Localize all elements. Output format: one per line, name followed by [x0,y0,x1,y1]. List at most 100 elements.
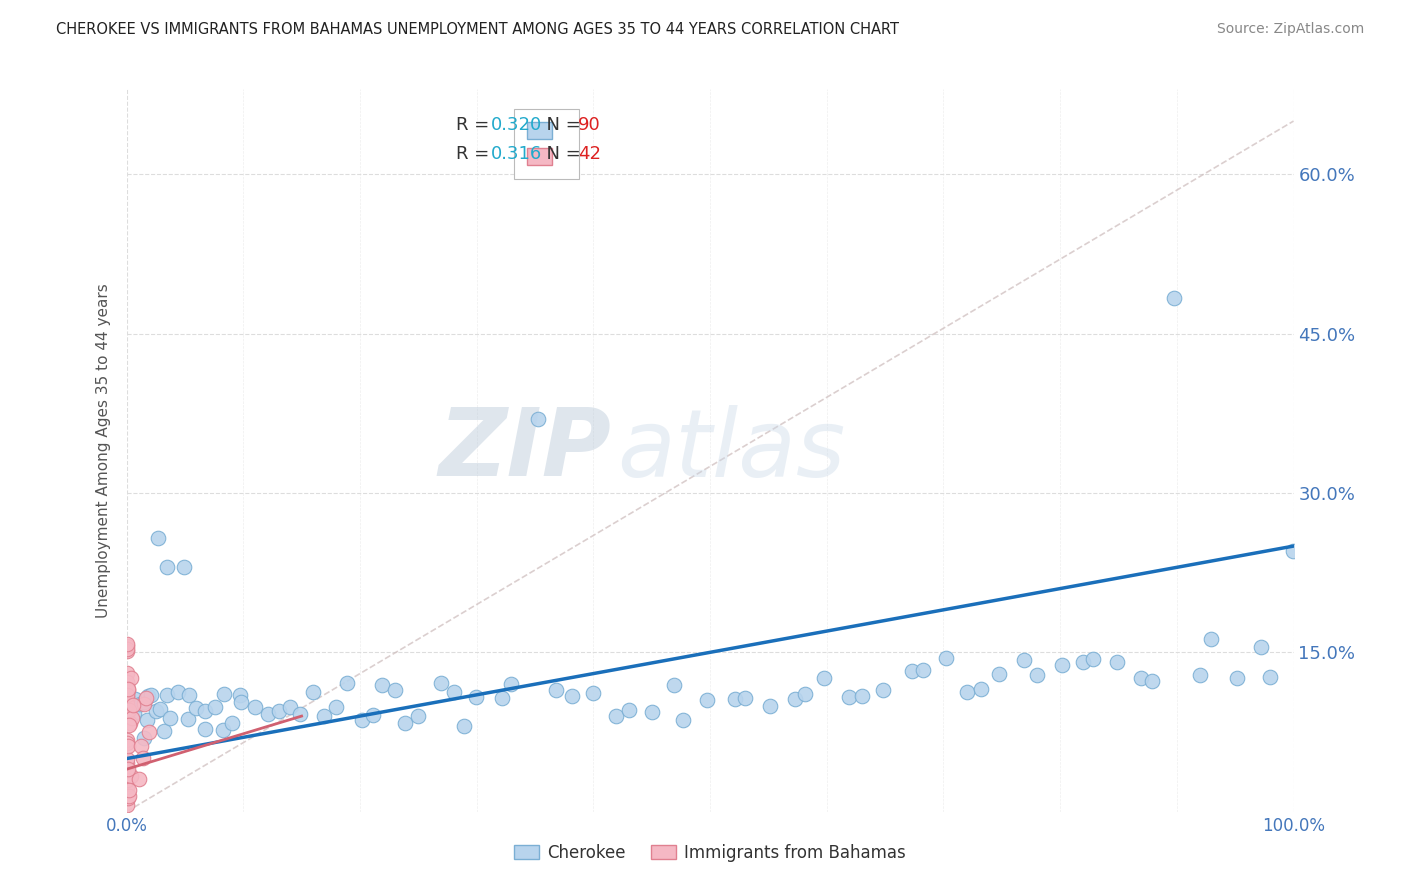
Point [124,691,146,706]
Point [1025,668,1047,682]
Point [115,688,138,702]
Point [813,671,835,685]
Point [384,683,406,698]
Point [120,672,142,686]
Point [443,685,465,699]
Point [269,704,291,718]
Point [793,687,815,701]
Point [117,683,139,698]
Point [173,559,195,574]
Text: N =: N = [534,116,586,135]
Point [1129,671,1152,685]
Point [115,637,138,651]
Point [499,677,522,691]
Point [352,714,374,728]
Point [128,697,150,711]
Point [491,691,513,706]
Point [394,716,416,731]
Point [145,704,167,718]
Point [243,699,266,714]
Point [177,713,200,727]
Point [900,664,922,678]
Point [194,723,217,737]
Point [128,772,150,786]
Text: 0.320: 0.320 [491,116,541,135]
Point [115,704,138,718]
Text: 90: 90 [578,116,600,135]
Point [1107,655,1129,669]
Point [186,700,208,714]
Point [619,703,641,717]
Point [406,709,429,723]
Point [118,703,141,717]
Point [159,711,181,725]
Point [132,751,155,765]
Point [117,762,139,776]
Point [132,695,155,709]
Point [115,665,138,680]
Point [124,706,146,720]
Point [229,688,252,702]
Text: atlas: atlas [617,405,845,496]
Point [465,690,488,704]
Point [641,706,664,720]
Point [122,698,145,713]
Point [117,736,139,750]
Point [970,682,993,697]
Point [734,691,756,706]
Point [1050,657,1073,672]
Point [229,695,252,709]
Text: R =: R = [456,116,495,135]
Point [204,699,226,714]
Point [177,688,200,702]
Text: ZIP: ZIP [437,404,610,497]
Point [1140,673,1163,688]
Point [117,739,139,753]
Legend: Cherokee, Immigrants from Bahamas: Cherokee, Immigrants from Bahamas [508,837,912,869]
Point [221,716,243,731]
Point [312,709,335,723]
Point [115,752,138,766]
Y-axis label: Unemployment Among Ages 35 to 44 years: Unemployment Among Ages 35 to 44 years [96,283,111,618]
Point [838,690,860,705]
Point [136,689,159,703]
Point [212,686,235,700]
Point [117,681,139,696]
Point [166,684,188,698]
Point [872,682,894,697]
Point [288,707,311,722]
Point [783,692,806,706]
Point [194,704,217,718]
Point [115,683,138,698]
Text: 42: 42 [578,145,602,163]
Point [121,711,143,725]
Point [134,731,156,745]
Point [135,713,157,727]
Point [155,689,177,703]
Point [363,708,385,723]
Point [135,690,157,705]
Point [132,697,155,711]
Point [664,678,686,692]
Text: 0.316: 0.316 [491,145,541,163]
Point [212,723,235,738]
Point [302,685,325,699]
Point [257,707,280,722]
Point [1163,291,1185,305]
Point [605,709,627,723]
Point [120,769,142,783]
Point [115,693,138,707]
Point [278,699,301,714]
Point [851,689,873,703]
Point [672,713,695,727]
Point [582,686,605,700]
Point [115,644,138,658]
Point [118,718,141,732]
Text: R =: R = [456,145,495,163]
Point [1250,640,1272,654]
Point [115,642,138,657]
Point [912,663,935,677]
Point [146,531,169,545]
Point [115,689,138,703]
Point [138,724,160,739]
